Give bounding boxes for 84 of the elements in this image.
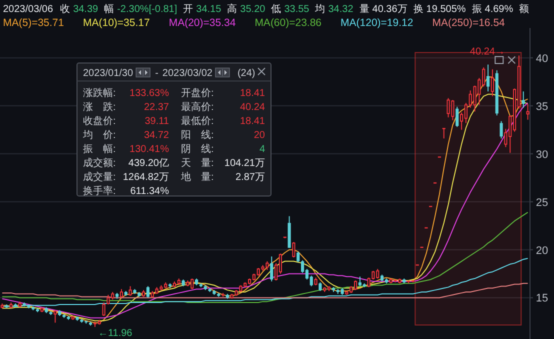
y-tick-label: 30: [536, 148, 548, 161]
text: MA(10)=35.17: [83, 17, 150, 29]
annotation: 阴 线:: [181, 143, 214, 155]
annotation: 均 价:: [82, 129, 116, 141]
text: 19.505%: [426, 4, 466, 15]
text: 35.20: [240, 4, 266, 15]
candlestick: [354, 280, 358, 291]
text: MA(250)=16.54: [432, 17, 506, 29]
text: 34.15: [196, 4, 222, 15]
y-tick-label: 35: [536, 100, 548, 113]
text: 均: [314, 3, 326, 15]
candlestick: [358, 276, 362, 287]
annotation: -: [155, 68, 158, 79]
text: 34.32: [328, 4, 354, 15]
annotation: 40.24→: [470, 46, 505, 58]
annotation: 611.34%: [130, 186, 170, 197]
annotation: 涨 跌:: [83, 101, 116, 113]
text: 收: [60, 4, 70, 15]
candlestick: [54, 310, 57, 324]
candlestick: [106, 294, 110, 305]
candlestick: [526, 103, 530, 120]
y-tick-label: 15: [536, 292, 548, 305]
annotation: 18.41: [240, 88, 266, 99]
text: 低: [271, 4, 282, 15]
annotation: 104.21万: [224, 158, 265, 169]
candlestick: [296, 251, 300, 263]
annotation: 439.20亿: [128, 158, 169, 169]
annotation: 地 量:: [180, 171, 214, 183]
annotation: 4: [259, 144, 266, 155]
candlestick: [270, 256, 274, 282]
annotation: 18.41: [240, 116, 266, 127]
candlestick: [292, 242, 296, 258]
annotation: 20: [254, 130, 266, 141]
annotation: 133.63%: [130, 88, 170, 99]
text: 4.69%: [484, 4, 514, 15]
text: 开: [183, 4, 194, 15]
candlestick: [522, 90, 525, 108]
annotation: 涨跌幅:: [83, 87, 116, 99]
candlestick: [486, 64, 490, 92]
annotation: 天 量:: [181, 158, 214, 169]
annotation: 最低价:: [181, 115, 214, 127]
text: 幅: [104, 3, 114, 15]
text: 34.39: [73, 4, 99, 15]
annotation: 39.11: [144, 116, 170, 127]
annotation: 34.72: [144, 130, 170, 141]
text: MA(60)=23.86: [254, 17, 322, 29]
text: 换: [413, 3, 424, 15]
text: 高: [227, 3, 238, 15]
annotation: 2.87万: [236, 172, 265, 183]
annotation: 130.41%: [130, 144, 170, 155]
candlestick: [128, 286, 132, 296]
candlestick: [490, 68, 494, 97]
text: 33.55: [284, 4, 310, 15]
annotation: (24): [237, 68, 256, 79]
annotation: 2023/03/02: [162, 68, 213, 79]
text: -2.30%[-0.81]: [117, 4, 178, 15]
text: 量: [359, 4, 370, 15]
annotation: 振 幅:: [83, 143, 116, 155]
candlestick: [456, 106, 459, 128]
annotation: 成交额:: [83, 157, 116, 169]
annotation: 40.24: [240, 102, 266, 113]
annotation: 最高价:: [181, 101, 214, 113]
annotation: 成交量:: [83, 171, 116, 183]
y-tick-label: 25: [536, 196, 548, 209]
annotation: 1264.82万: [122, 172, 169, 183]
candlestick: [146, 286, 150, 298]
annotation: 22.37: [144, 102, 170, 113]
annotation: 开盘价:: [181, 87, 214, 99]
text: MA(20)=35.34: [168, 17, 236, 29]
text: 40.36万: [372, 4, 408, 15]
text: MA(120)=19.12: [340, 17, 414, 29]
text: 振: [472, 3, 482, 15]
annotation: ←11.96: [98, 328, 133, 339]
annotation: 收盘价:: [83, 115, 116, 127]
candlestick: [102, 302, 106, 316]
y-tick-label: 20: [536, 244, 548, 257]
candlestick: [500, 120, 503, 139]
annotation: 阳 线:: [181, 129, 214, 141]
annotation: 换手率:: [83, 185, 116, 197]
text: 2023/03/06: [3, 4, 54, 15]
text: MA(5)=35.71: [3, 17, 64, 29]
annotation: 2023/01/30: [83, 68, 134, 79]
y-tick-label: 40: [536, 52, 548, 65]
text: 额: [519, 3, 530, 15]
